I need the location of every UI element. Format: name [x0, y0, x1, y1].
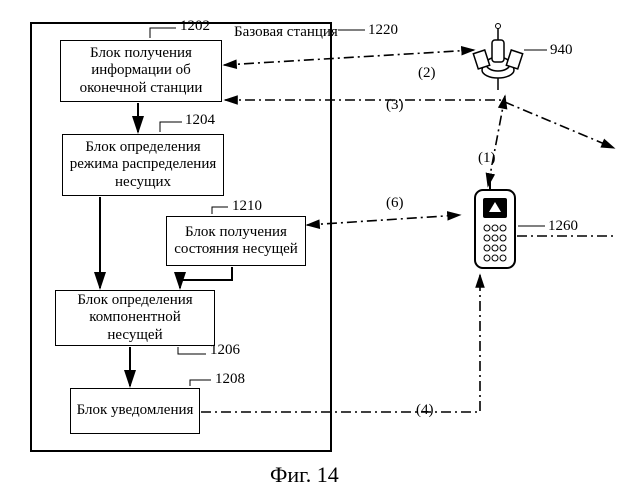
diagram-svg [0, 0, 618, 500]
satellite-icon [473, 24, 522, 91]
phone-icon [475, 176, 515, 268]
